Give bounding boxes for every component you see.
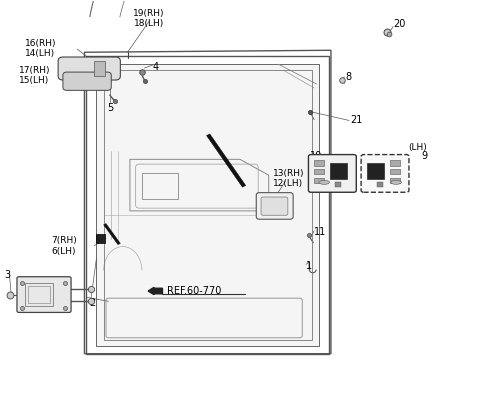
Bar (314, 178, 324, 183)
FancyBboxPatch shape (58, 57, 120, 80)
Polygon shape (104, 224, 120, 245)
PathPatch shape (96, 64, 319, 346)
Bar (96, 234, 105, 243)
Bar (377, 182, 383, 187)
Text: REF.60-770: REF.60-770 (167, 286, 222, 296)
Text: 10: 10 (310, 151, 322, 161)
FancyBboxPatch shape (17, 277, 71, 312)
Text: 1: 1 (306, 261, 312, 271)
Text: 5: 5 (107, 103, 113, 113)
Bar (94, 61, 105, 76)
Bar (314, 169, 324, 174)
Bar (330, 163, 347, 179)
Bar (335, 182, 340, 187)
Polygon shape (206, 134, 246, 187)
Ellipse shape (391, 180, 401, 184)
Text: (LH): (LH) (408, 143, 427, 152)
Text: 17(RH)
15(LH): 17(RH) 15(LH) (19, 66, 50, 85)
FancyArrow shape (148, 287, 162, 295)
Text: 7(RH)
6(LH): 7(RH) 6(LH) (51, 236, 77, 256)
FancyBboxPatch shape (361, 154, 409, 192)
Text: 2: 2 (89, 298, 96, 308)
Bar (367, 163, 384, 179)
Text: 4: 4 (153, 62, 159, 72)
Text: 13(RH)
12(LH): 13(RH) 12(LH) (273, 169, 304, 188)
Text: 19(RH)
18(LH): 19(RH) 18(LH) (133, 9, 165, 28)
Bar (390, 169, 400, 174)
Bar (28, 286, 49, 303)
FancyBboxPatch shape (309, 154, 356, 192)
Text: 11: 11 (314, 226, 326, 236)
Text: 20: 20 (393, 20, 406, 29)
Text: 16(RH)
14(LH): 16(RH) 14(LH) (24, 39, 56, 58)
FancyBboxPatch shape (261, 197, 288, 215)
Text: 9: 9 (422, 151, 428, 161)
Bar (24, 283, 53, 306)
Bar (314, 160, 324, 166)
Text: 21: 21 (350, 115, 362, 125)
Text: 3: 3 (4, 270, 11, 280)
Text: 8: 8 (345, 72, 351, 82)
FancyBboxPatch shape (256, 193, 293, 219)
FancyBboxPatch shape (63, 72, 111, 90)
Bar (390, 178, 400, 183)
Ellipse shape (319, 180, 329, 184)
Bar (390, 160, 400, 166)
